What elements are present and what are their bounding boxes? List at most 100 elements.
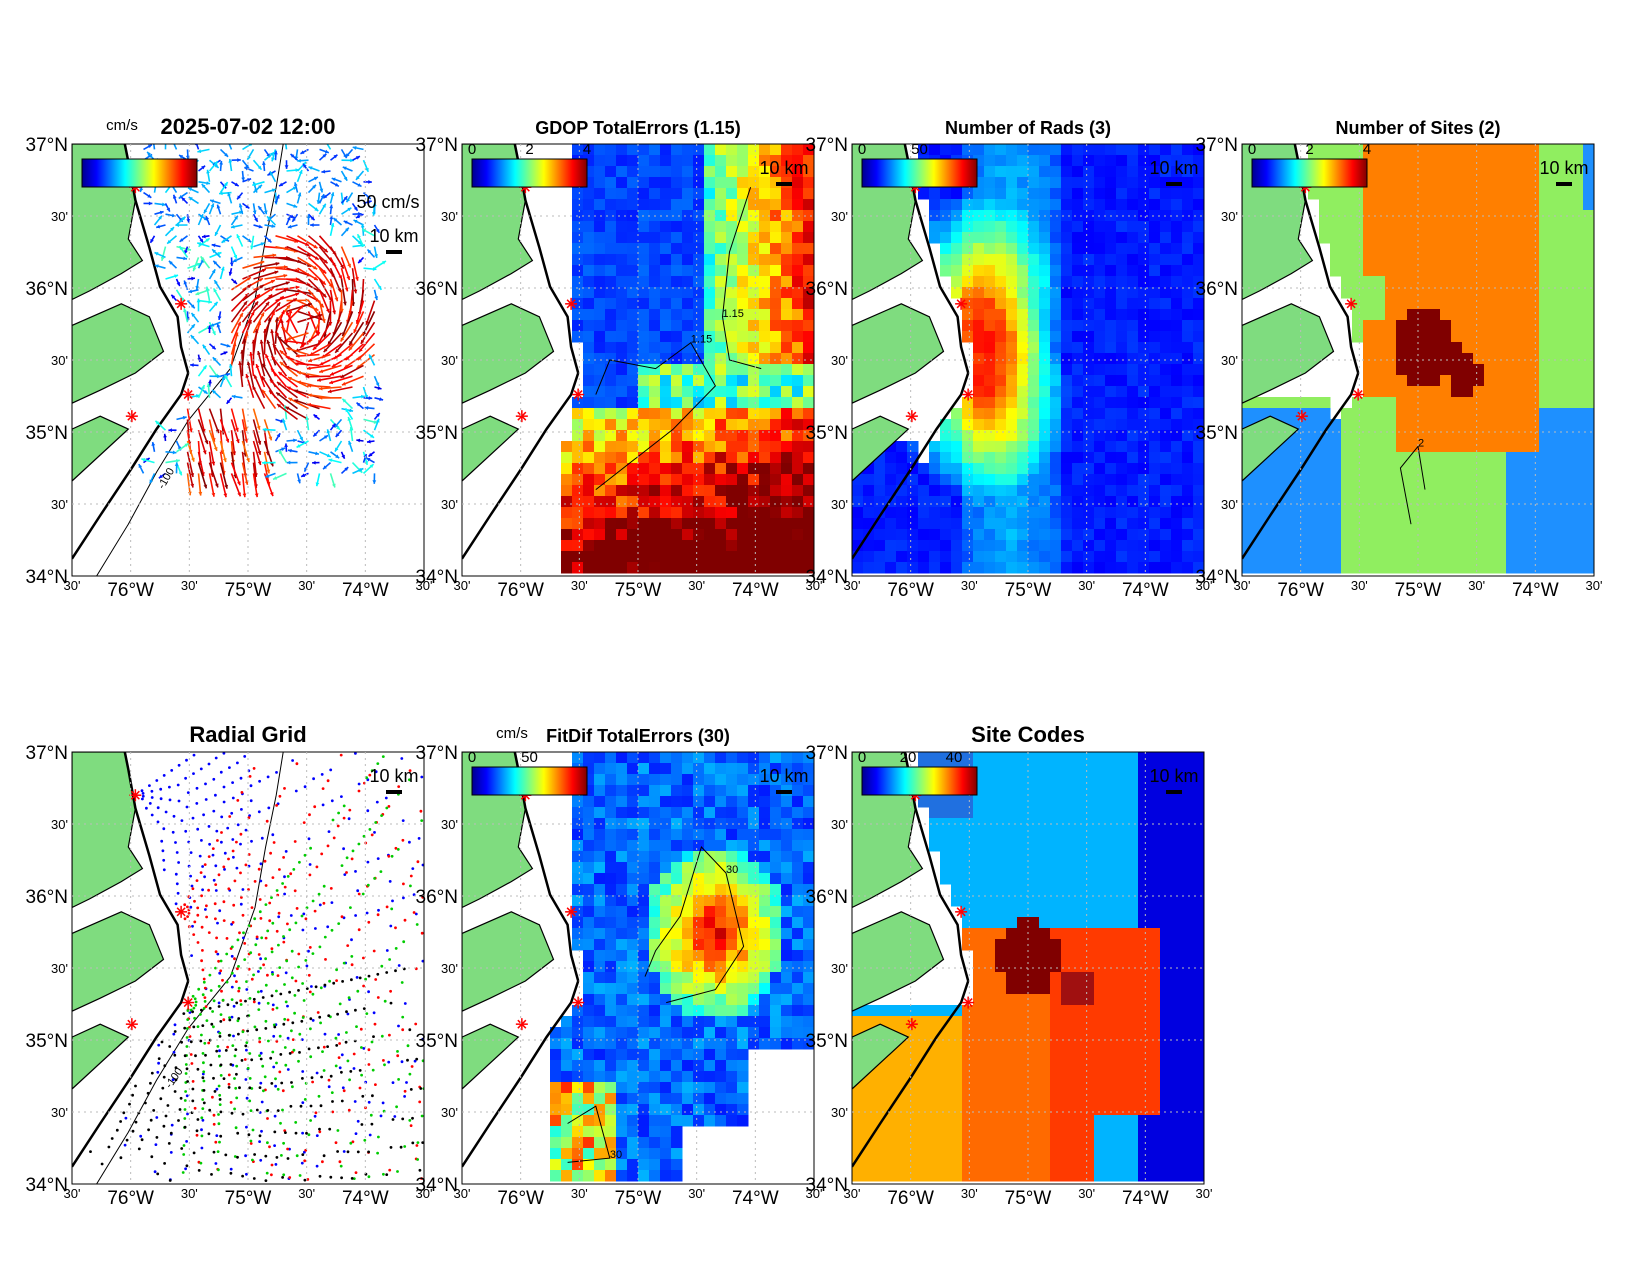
grid-cell (1451, 166, 1463, 178)
grid-cell (1528, 298, 1540, 310)
vector-head (228, 158, 233, 163)
grid-cell (1094, 320, 1106, 332)
grid-cell (792, 408, 804, 420)
grid-cell (1363, 331, 1375, 343)
radial-point (240, 808, 243, 811)
lon-tick-label: 30' (688, 578, 705, 593)
radial-point (214, 793, 217, 797)
grid-cell (737, 199, 749, 211)
grid-cell (1308, 441, 1320, 453)
radial-point (259, 989, 263, 993)
current-vector (241, 293, 261, 312)
grid-cell (1440, 419, 1452, 431)
vector-head (361, 394, 365, 399)
grid-cell (1116, 430, 1128, 442)
current-vector (312, 332, 332, 351)
vector-head (283, 265, 288, 269)
grid-cell (638, 320, 650, 332)
grid-cell (1539, 144, 1551, 156)
grid-cell (1352, 309, 1364, 321)
grid-cell (1473, 199, 1485, 211)
grid-cell (1171, 419, 1183, 431)
grid-cell (1039, 287, 1051, 299)
grid-cell (1050, 221, 1062, 233)
vector-head (228, 363, 233, 368)
land-mass (72, 911, 165, 1012)
vector-head (313, 176, 318, 181)
radial-point (289, 872, 293, 876)
grid-cell (748, 474, 760, 486)
grid-cell (638, 364, 650, 376)
grid-cell (1138, 540, 1150, 552)
grid-cell (1528, 232, 1540, 244)
grid-cell (1506, 353, 1518, 365)
vector-head (287, 224, 292, 229)
radial-point (220, 815, 224, 819)
grid-cell (1429, 276, 1441, 288)
grid-cell (1116, 155, 1128, 167)
vector-head (332, 310, 337, 315)
grid-cell (1407, 518, 1419, 530)
grid-cell (984, 276, 996, 288)
grid-cell (1462, 177, 1474, 189)
grid-cell (1083, 463, 1095, 475)
grid-cell (1116, 375, 1128, 387)
grid-cell (1462, 540, 1474, 552)
vector-head (270, 171, 274, 176)
grid-cell (1094, 254, 1106, 266)
grid-cell (1550, 353, 1562, 365)
grid-cell (1374, 331, 1386, 343)
grid-cell (1127, 485, 1139, 497)
vector-head (375, 418, 380, 423)
grid-cell (984, 254, 996, 266)
grid-cell (1149, 210, 1161, 222)
grid-cell (1484, 463, 1496, 475)
grid-cell (726, 144, 738, 156)
site-marker (515, 410, 528, 423)
grid-cell (1050, 210, 1062, 222)
grid-cell (693, 540, 705, 552)
radial-point (153, 1170, 157, 1174)
grid-cell (1572, 551, 1584, 563)
grid-cell (1127, 562, 1139, 574)
grid-cell (1050, 375, 1062, 387)
current-vector (208, 473, 215, 497)
grid-cell (1418, 507, 1430, 519)
grid-cell (616, 265, 628, 277)
grid-cell (1352, 331, 1364, 343)
grid-cell (1028, 221, 1040, 233)
radial-point (337, 1033, 340, 1036)
grid-cell (973, 364, 985, 376)
grid-cell (1297, 496, 1309, 508)
vector-head (370, 434, 374, 438)
vector-head (179, 246, 184, 251)
grid-cell (1072, 210, 1084, 222)
grid-cell (649, 144, 661, 156)
grid-cell (759, 309, 771, 321)
grid-cell (1561, 419, 1573, 431)
grid-cell (572, 243, 584, 255)
vector-head (257, 440, 262, 445)
grid-cell (1352, 430, 1364, 442)
current-vector (208, 462, 219, 488)
colorbar-gradient (861, 158, 978, 188)
radial-point (195, 786, 199, 790)
grid-cell (1006, 353, 1018, 365)
radial-point (322, 1045, 326, 1049)
grid-cell (896, 452, 908, 464)
grid-cell (1440, 177, 1452, 189)
grid-cell (1451, 364, 1463, 376)
grid-cell (726, 232, 738, 244)
grid-cell (1061, 408, 1073, 420)
grid-cell (1319, 452, 1331, 464)
grid-cell (962, 441, 974, 453)
grid-cell (962, 188, 974, 200)
grid-cell (803, 331, 814, 343)
grid-cell (638, 243, 650, 255)
vector-head (254, 301, 259, 306)
lat-tick-label: 30' (831, 353, 848, 368)
grid-cell (896, 551, 908, 563)
vector-head (250, 245, 254, 250)
grid-cell (1363, 287, 1375, 299)
vector-head (227, 192, 231, 197)
